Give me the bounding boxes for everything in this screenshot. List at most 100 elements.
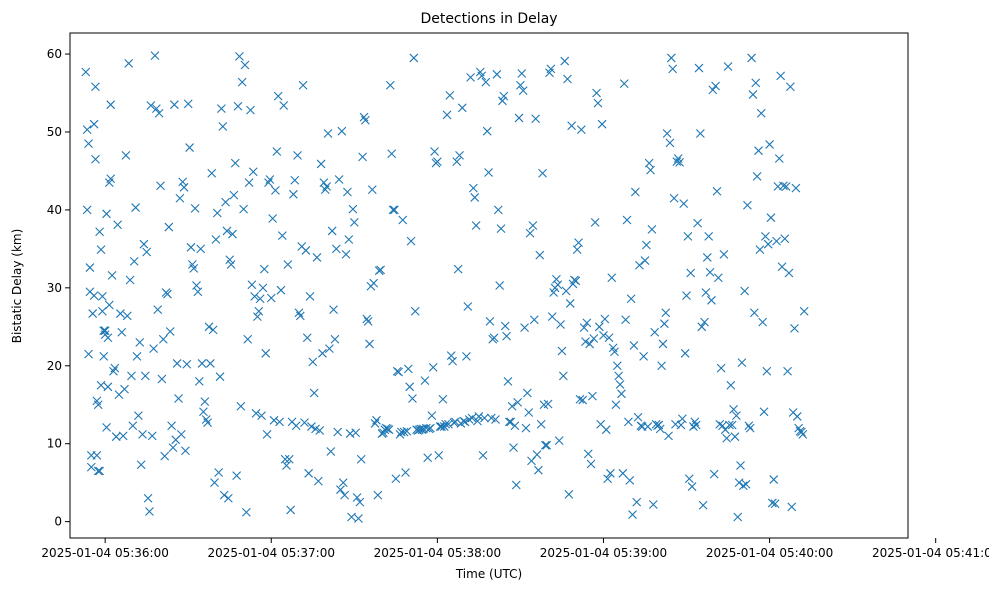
data-point — [352, 493, 362, 502]
data-point — [470, 193, 480, 202]
data-point — [659, 319, 669, 329]
y-axis-ticks: 0 10 20 30 40 50 60 — [47, 47, 70, 529]
data-point — [729, 405, 738, 414]
data-point — [740, 286, 750, 296]
data-point — [323, 129, 333, 138]
data-point — [722, 433, 732, 443]
data-point — [219, 490, 229, 500]
data-point — [496, 224, 506, 233]
data-point — [399, 427, 409, 437]
data-point — [441, 419, 451, 429]
data-point — [507, 401, 517, 411]
data-point — [348, 204, 358, 214]
data-point — [125, 275, 135, 285]
data-point — [384, 425, 394, 435]
data-point — [709, 469, 719, 479]
data-point — [337, 126, 347, 136]
data-point — [391, 474, 401, 484]
data-point — [748, 90, 758, 99]
data-point — [520, 323, 529, 332]
data-point — [93, 466, 103, 476]
data-point — [300, 418, 309, 428]
data-point — [664, 431, 673, 441]
data-point — [585, 339, 595, 349]
data-point — [89, 291, 99, 301]
data-point — [794, 423, 804, 433]
data-point — [230, 158, 240, 168]
data-point — [682, 291, 691, 301]
data-point — [84, 139, 93, 149]
data-point — [510, 421, 520, 431]
data-point — [707, 295, 716, 305]
data-point — [81, 67, 91, 77]
data-point — [165, 327, 175, 336]
data-point — [229, 190, 239, 200]
data-point — [432, 157, 442, 166]
data-point — [588, 391, 597, 401]
data-point — [201, 415, 211, 424]
data-point — [373, 490, 383, 500]
data-point — [628, 510, 637, 520]
data-point — [385, 80, 395, 90]
data-point — [178, 177, 188, 187]
data-point — [214, 468, 224, 477]
data-point — [308, 357, 318, 367]
data-point — [320, 185, 330, 195]
data-point — [139, 239, 149, 249]
data-point — [111, 432, 121, 442]
data-point — [95, 466, 105, 476]
x-axis-ticks: 2025-01-04 05:36:00 2025-01-04 05:37:00 20… — [41, 538, 989, 560]
data-point — [758, 317, 768, 327]
data-point — [784, 268, 794, 278]
x-tick-label: 2025-01-04 05:40:00 — [706, 546, 833, 560]
data-point — [701, 288, 711, 297]
data-point — [594, 322, 604, 332]
data-point — [405, 382, 415, 392]
data-point — [546, 64, 556, 74]
data-point — [121, 150, 131, 160]
data-point — [298, 80, 308, 90]
data-point — [780, 234, 790, 244]
data-point — [129, 256, 139, 266]
data-point — [463, 302, 473, 311]
data-point — [607, 273, 617, 283]
data-point — [349, 217, 359, 227]
data-point — [351, 428, 361, 438]
data-point — [217, 104, 226, 113]
data-point — [772, 236, 781, 246]
data-point — [611, 400, 621, 410]
data-point — [445, 90, 455, 100]
data-point — [567, 121, 577, 131]
data-point — [395, 429, 405, 439]
data-point — [737, 358, 747, 368]
data-point — [136, 460, 146, 470]
data-point — [330, 334, 340, 344]
data-point — [135, 338, 145, 347]
data-point — [502, 331, 511, 341]
data-point — [675, 157, 684, 167]
data-point — [233, 101, 243, 111]
data-point — [565, 299, 575, 308]
data-point — [686, 268, 696, 278]
data-point — [718, 421, 727, 431]
data-point — [179, 182, 189, 192]
data-point — [751, 78, 761, 88]
data-point — [754, 146, 763, 156]
data-point — [697, 322, 707, 332]
data-point — [312, 253, 322, 262]
data-point — [100, 326, 110, 336]
data-point — [98, 292, 107, 301]
data-point — [532, 450, 542, 460]
data-point — [643, 422, 653, 431]
data-point — [355, 497, 365, 507]
data-point — [684, 474, 694, 484]
data-point — [453, 264, 463, 274]
data-point — [154, 108, 164, 118]
data-point — [572, 245, 582, 255]
data-point — [547, 312, 557, 322]
data-point — [293, 150, 302, 160]
data-point — [650, 327, 660, 337]
data-point — [309, 388, 319, 398]
data-point — [157, 374, 167, 384]
